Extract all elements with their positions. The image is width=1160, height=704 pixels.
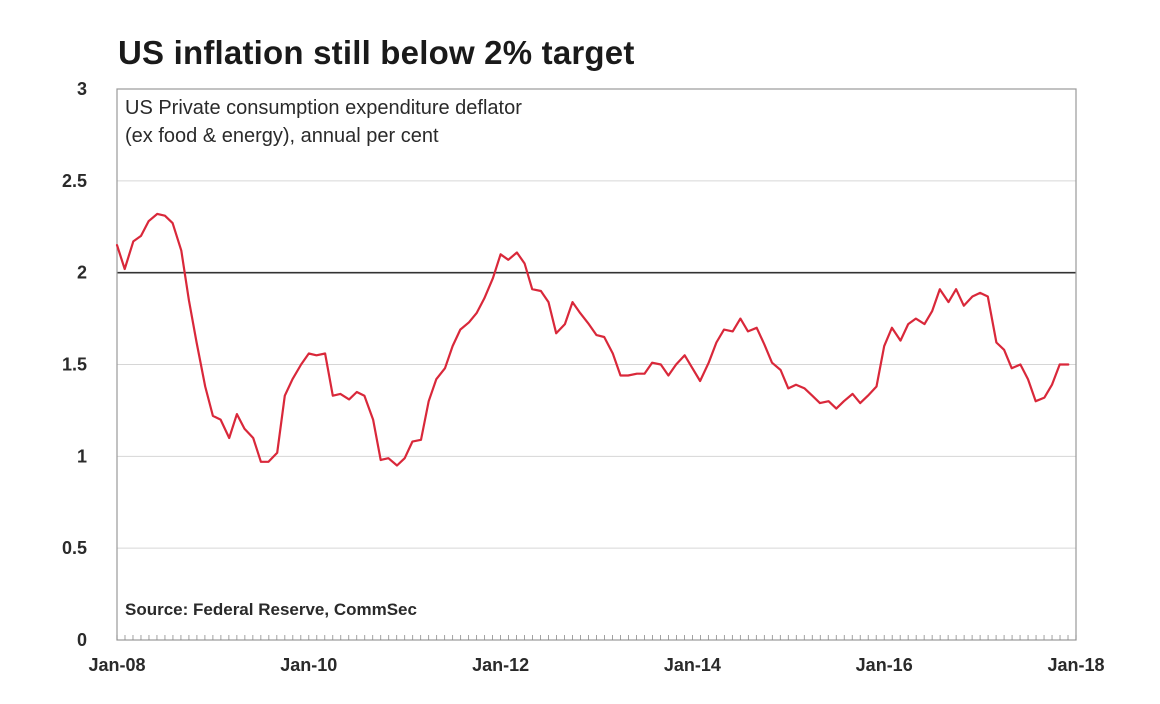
series-line (115, 212, 1070, 467)
y-tick-label: 3 (77, 79, 87, 99)
x-axis-tick-labels: Jan-08 Jan-10 Jan-12 Jan-14 Jan-16 Jan-18 (88, 655, 1104, 675)
x-axis-minor-ticks (116, 635, 1077, 640)
x-tick-label: Jan-12 (472, 655, 529, 675)
y-tick-label: 2 (77, 263, 87, 283)
chart-subtitle-line-1: US Private consumption expenditure defla… (125, 97, 522, 119)
gridlines (117, 180, 1076, 549)
chart-subtitle-line-2: (ex food & energy), annual per cent (125, 125, 439, 147)
series-layer (115, 212, 1070, 467)
chart-title: US inflation still below 2% target (118, 34, 635, 71)
y-tick-label: 1 (77, 446, 87, 466)
x-tick-label: Jan-08 (88, 655, 145, 675)
y-tick-label: 2.5 (62, 171, 87, 191)
y-axis-tick-labels: 0 0.5 1 1.5 2 2.5 3 (62, 79, 87, 650)
source-note: Source: Federal Reserve, CommSec (125, 600, 417, 619)
x-tick-label: Jan-14 (664, 655, 721, 675)
x-tick-label: Jan-18 (1047, 655, 1104, 675)
x-tick-label: Jan-16 (856, 655, 913, 675)
y-tick-label: 1.5 (62, 355, 87, 375)
x-tick-label: Jan-10 (280, 655, 337, 675)
y-tick-label: 0.5 (62, 538, 87, 558)
y-tick-label: 0 (77, 630, 87, 650)
